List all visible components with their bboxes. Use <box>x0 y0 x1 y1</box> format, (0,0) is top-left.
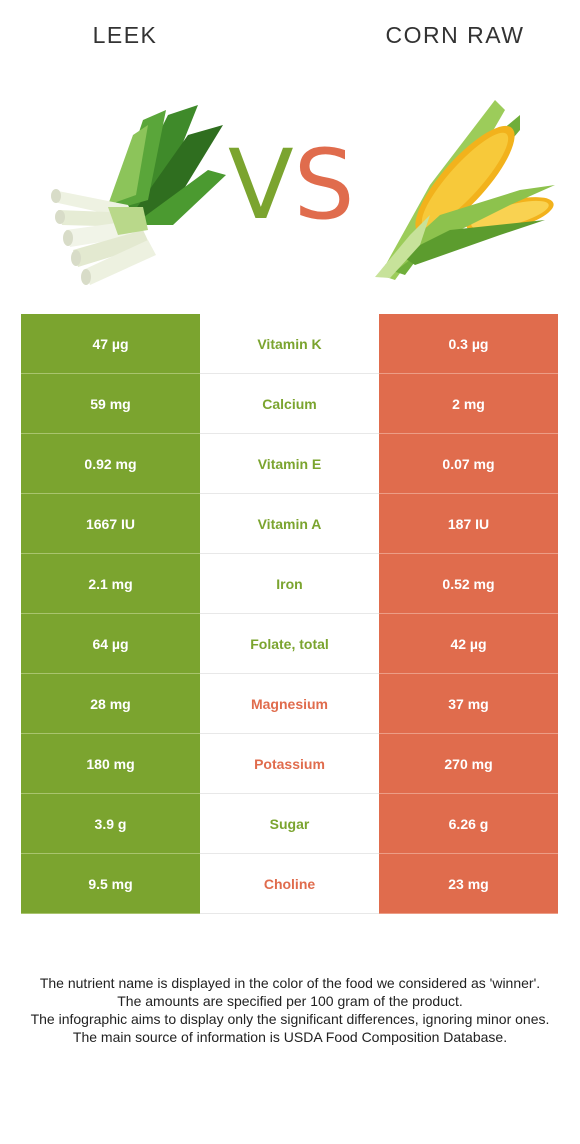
nutrient-name: Vitamin K <box>200 314 379 374</box>
left-value: 9.5 mg <box>21 854 200 914</box>
footer-line: The main source of information is USDA F… <box>72 1029 508 1045</box>
nutrient-name: Iron <box>200 554 379 614</box>
nutrient-name: Calcium <box>200 374 379 434</box>
left-food-title: LEEK <box>92 22 158 48</box>
nutrient-name: Vitamin A <box>200 494 379 554</box>
table-row: 1667 IU Vitamin A 187 IU <box>21 494 558 554</box>
right-value: 0.07 mg <box>379 434 558 494</box>
table-row: 28 mg Magnesium 37 mg <box>21 674 558 734</box>
vs-v-letter: V <box>228 129 294 241</box>
corn-image <box>375 100 555 280</box>
table-row: 2.1 mg Iron 0.52 mg <box>21 554 558 614</box>
left-value: 47 µg <box>21 314 200 374</box>
left-value: 2.1 mg <box>21 554 200 614</box>
footer-line: The nutrient name is displayed in the co… <box>39 975 541 991</box>
left-value: 28 mg <box>21 674 200 734</box>
footer-line: The amounts are specified per 100 gram o… <box>117 993 463 1009</box>
table-row: 3.9 g Sugar 6.26 g <box>21 794 558 854</box>
nutrient-name: Sugar <box>200 794 379 854</box>
nutrient-name: Potassium <box>200 734 379 794</box>
table-row: 64 µg Folate, total 42 µg <box>21 614 558 674</box>
nutrient-name: Vitamin E <box>200 434 379 494</box>
right-value: 23 mg <box>379 854 558 914</box>
table-row: 180 mg Potassium 270 mg <box>21 734 558 794</box>
left-value: 64 µg <box>21 614 200 674</box>
right-value: 0.52 mg <box>379 554 558 614</box>
right-value: 42 µg <box>379 614 558 674</box>
right-value: 270 mg <box>379 734 558 794</box>
table-row: 47 µg Vitamin K 0.3 µg <box>21 314 558 374</box>
right-value: 0.3 µg <box>379 314 558 374</box>
left-value: 59 mg <box>21 374 200 434</box>
right-food-title: CORN RAW <box>385 22 525 48</box>
nutrient-name: Magnesium <box>200 674 379 734</box>
left-value: 3.9 g <box>21 794 200 854</box>
right-value: 6.26 g <box>379 794 558 854</box>
table-row: 0.92 mg Vitamin E 0.07 mg <box>21 434 558 494</box>
left-value: 180 mg <box>21 734 200 794</box>
nutrient-name: Choline <box>200 854 379 914</box>
nutrient-name: Folate, total <box>200 614 379 674</box>
left-value: 1667 IU <box>21 494 200 554</box>
footer-notes: The nutrient name is displayed in the co… <box>18 974 562 1046</box>
table-row: 59 mg Calcium 2 mg <box>21 374 558 434</box>
vs-s-letter: S <box>293 129 355 241</box>
table-row: 9.5 mg Choline 23 mg <box>21 854 558 914</box>
right-value: 2 mg <box>379 374 558 434</box>
right-value: 187 IU <box>379 494 558 554</box>
footer-line: The infographic aims to display only the… <box>30 1011 550 1027</box>
left-value: 0.92 mg <box>21 434 200 494</box>
vs-label: VS <box>228 129 355 241</box>
leek-image <box>51 105 226 285</box>
comparison-table: 47 µg Vitamin K 0.3 µg 59 mg Calcium 2 mg 0.92… <box>21 314 558 914</box>
right-value: 37 mg <box>379 674 558 734</box>
